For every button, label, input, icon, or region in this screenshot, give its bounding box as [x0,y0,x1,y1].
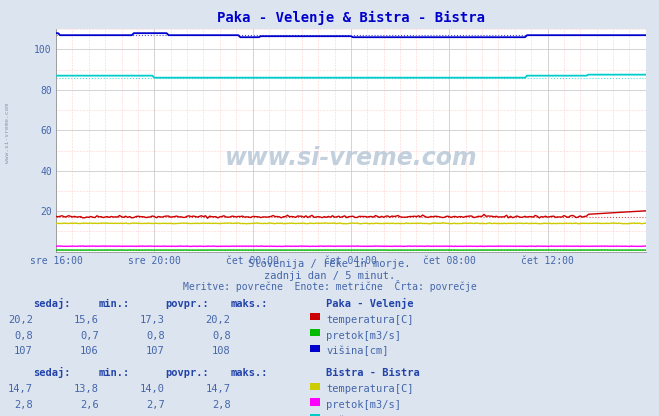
Text: Slovenija / reke in morje.: Slovenija / reke in morje. [248,259,411,269]
Text: 13,8: 13,8 [74,384,99,394]
Text: min.:: min.: [99,369,130,379]
Text: 2,6: 2,6 [80,400,99,410]
Text: Meritve: povrečne  Enote: metrične  Črta: povrečje: Meritve: povrečne Enote: metrične Črta: … [183,280,476,292]
Text: pretok[m3/s]: pretok[m3/s] [326,331,401,341]
Text: 20,2: 20,2 [8,315,33,325]
Title: Paka - Velenje & Bistra - Bistra: Paka - Velenje & Bistra - Bistra [217,11,485,25]
Text: 2,8: 2,8 [212,400,231,410]
Text: sedaj:: sedaj: [33,298,71,309]
Text: Paka - Velenje: Paka - Velenje [326,298,414,309]
Text: pretok[m3/s]: pretok[m3/s] [326,400,401,410]
Text: Bistra - Bistra: Bistra - Bistra [326,369,420,379]
Text: temperatura[C]: temperatura[C] [326,315,414,325]
Text: povpr.:: povpr.: [165,299,208,309]
Text: 107: 107 [14,347,33,357]
Text: temperatura[C]: temperatura[C] [326,384,414,394]
Text: sedaj:: sedaj: [33,367,71,379]
Text: www.si-vreme.com: www.si-vreme.com [225,146,477,170]
Text: višina[cm]: višina[cm] [326,346,389,357]
Text: 2,8: 2,8 [14,400,33,410]
Text: 14,7: 14,7 [8,384,33,394]
Text: 107: 107 [146,347,165,357]
Text: 0,8: 0,8 [146,331,165,341]
Text: maks.:: maks.: [231,299,268,309]
Text: 14,0: 14,0 [140,384,165,394]
Text: 0,8: 0,8 [14,331,33,341]
Text: www.si-vreme.com: www.si-vreme.com [5,103,11,163]
Text: 106: 106 [80,347,99,357]
Text: 15,6: 15,6 [74,315,99,325]
Text: 20,2: 20,2 [206,315,231,325]
Text: povpr.:: povpr.: [165,369,208,379]
Text: 2,7: 2,7 [146,400,165,410]
Text: 0,7: 0,7 [80,331,99,341]
Text: min.:: min.: [99,299,130,309]
Text: 108: 108 [212,347,231,357]
Text: 17,3: 17,3 [140,315,165,325]
Text: maks.:: maks.: [231,369,268,379]
Text: 14,7: 14,7 [206,384,231,394]
Text: 0,8: 0,8 [212,331,231,341]
Text: zadnji dan / 5 minut.: zadnji dan / 5 minut. [264,271,395,281]
